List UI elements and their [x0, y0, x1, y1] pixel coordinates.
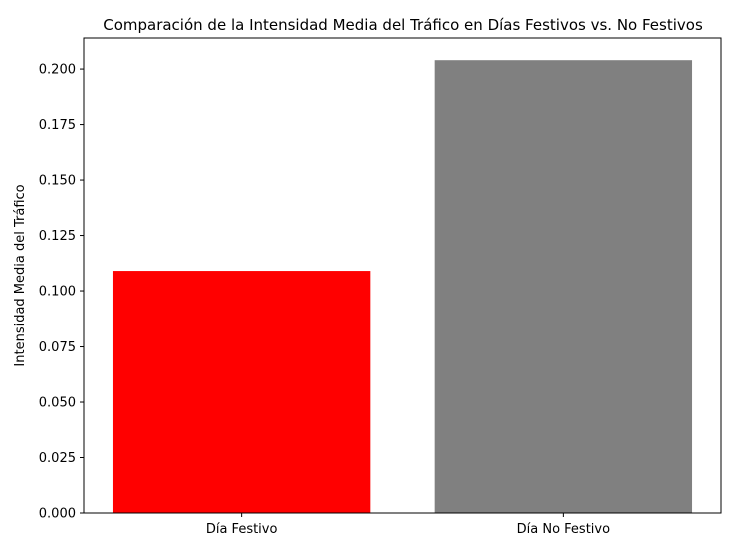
x-axis: Día Festivo Día No Festivo — [206, 513, 610, 537]
chart-title: Comparación de la Intensidad Media del T… — [103, 16, 703, 34]
plot-area — [112, 60, 693, 514]
y-axis: 0.000 0.025 0.050 0.075 0.100 0.125 0.150 0.175… — [39, 63, 84, 522]
y-tick-label-5: 0.125 — [39, 229, 76, 244]
y-tick-label-7: 0.175 — [39, 118, 76, 133]
y-tick-label-4: 0.100 — [39, 285, 76, 300]
plot-frame — [83, 37, 722, 514]
x-tick-label-1: Día No Festivo — [517, 522, 610, 536]
bar-0 — [112, 271, 371, 513]
y-tick-label-6: 0.150 — [39, 174, 76, 189]
bar-1 — [434, 60, 693, 514]
x-tick-label-0: Día Festivo — [206, 522, 278, 536]
y-tick-label-0: 0.000 — [39, 507, 76, 522]
y-axis-label: Intensidad Media del Tráfico — [13, 184, 28, 366]
y-tick-label-8: 0.200 — [39, 63, 76, 78]
y-tick-label-2: 0.050 — [39, 396, 76, 411]
y-tick-label-1: 0.025 — [39, 451, 76, 466]
y-tick-label-3: 0.075 — [39, 340, 76, 355]
